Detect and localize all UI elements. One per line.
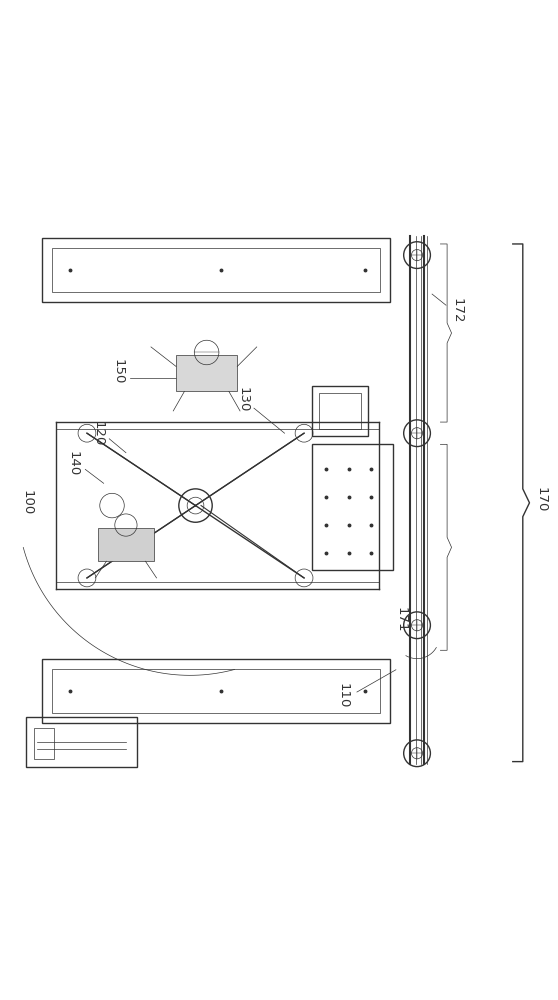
Text: 120: 120	[92, 421, 104, 446]
Text: 130: 130	[237, 387, 249, 412]
FancyBboxPatch shape	[98, 528, 154, 561]
Text: 170: 170	[534, 487, 547, 513]
FancyBboxPatch shape	[176, 355, 237, 391]
Text: 110: 110	[336, 683, 349, 709]
Text: 172: 172	[451, 298, 464, 324]
Text: 140: 140	[66, 451, 80, 476]
Text: 171: 171	[395, 607, 408, 632]
Text: 100: 100	[21, 490, 34, 515]
Text: 150: 150	[111, 359, 124, 385]
